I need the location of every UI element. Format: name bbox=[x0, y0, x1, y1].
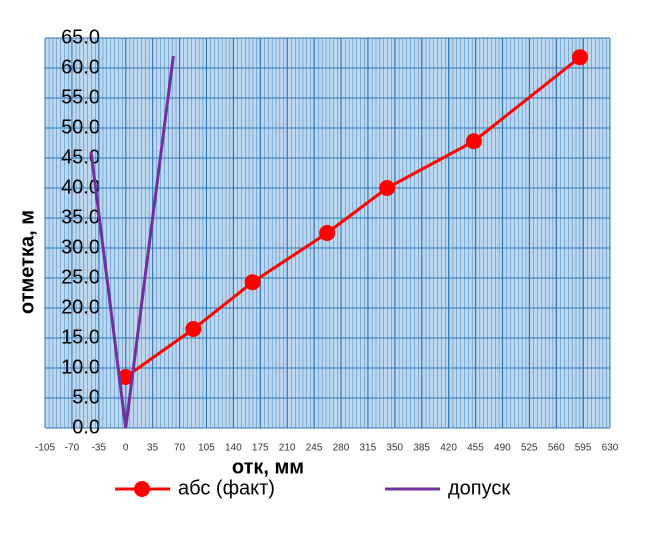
legend-marker bbox=[134, 481, 150, 497]
y-axis-label: отметка, м bbox=[16, 210, 38, 314]
x-tick-label: 175 bbox=[252, 443, 269, 454]
x-tick-label: 35 bbox=[147, 443, 159, 454]
y-tick-label: 5.0 bbox=[72, 386, 100, 408]
data-point bbox=[465, 133, 482, 150]
x-tick-label: 210 bbox=[279, 443, 296, 454]
y-tick-label: 60.0 bbox=[61, 56, 100, 78]
y-tick-label: 45.0 bbox=[61, 146, 100, 168]
legend-label: допуск bbox=[448, 477, 510, 499]
x-tick-label: 595 bbox=[575, 443, 592, 454]
y-tick-label: 40.0 bbox=[61, 176, 100, 198]
x-tick-label: -70 bbox=[65, 443, 80, 454]
data-point bbox=[572, 49, 589, 66]
y-tick-label: 25.0 bbox=[61, 266, 100, 288]
y-tick-label: 50.0 bbox=[61, 116, 100, 138]
y-tick-label: 55.0 bbox=[61, 86, 100, 108]
x-tick-label: 245 bbox=[306, 443, 323, 454]
y-tick-label: 35.0 bbox=[61, 206, 100, 228]
y-tick-label: 30.0 bbox=[61, 236, 100, 258]
data-point bbox=[244, 274, 261, 291]
x-tick-label: 315 bbox=[360, 443, 377, 454]
data-point bbox=[379, 180, 396, 196]
x-tick-label: 280 bbox=[333, 443, 350, 454]
x-tick-label: 525 bbox=[521, 443, 538, 454]
x-tick-label: 350 bbox=[386, 443, 403, 454]
x-tick-label: -35 bbox=[92, 443, 107, 454]
data-point bbox=[185, 321, 202, 337]
x-tick-label: 105 bbox=[198, 443, 215, 454]
x-tick-label: 630 bbox=[602, 443, 619, 454]
y-tick-label: 0.0 bbox=[72, 416, 100, 438]
x-axis-label: отк, мм bbox=[232, 456, 304, 478]
x-tick-label: 70 bbox=[174, 443, 186, 454]
data-point bbox=[319, 225, 336, 241]
x-tick-label: 420 bbox=[440, 443, 457, 454]
x-tick-label: -105 bbox=[35, 443, 55, 454]
x-tick-label: 140 bbox=[225, 443, 242, 454]
x-tick-label: 455 bbox=[467, 443, 484, 454]
x-tick-label: 490 bbox=[494, 443, 511, 454]
y-tick-label: 65.0 bbox=[61, 26, 100, 48]
y-tick-label: 20.0 bbox=[61, 296, 100, 318]
y-tick-label: 10.0 bbox=[61, 356, 100, 378]
legend-label: абс (факт) bbox=[178, 477, 275, 499]
series-line bbox=[89, 55, 175, 429]
data-point bbox=[117, 369, 134, 385]
x-tick-label: 560 bbox=[548, 443, 565, 454]
x-tick-label: 0 bbox=[123, 443, 129, 454]
y-tick-label: 15.0 bbox=[61, 326, 100, 348]
x-tick-label: 385 bbox=[413, 443, 430, 454]
